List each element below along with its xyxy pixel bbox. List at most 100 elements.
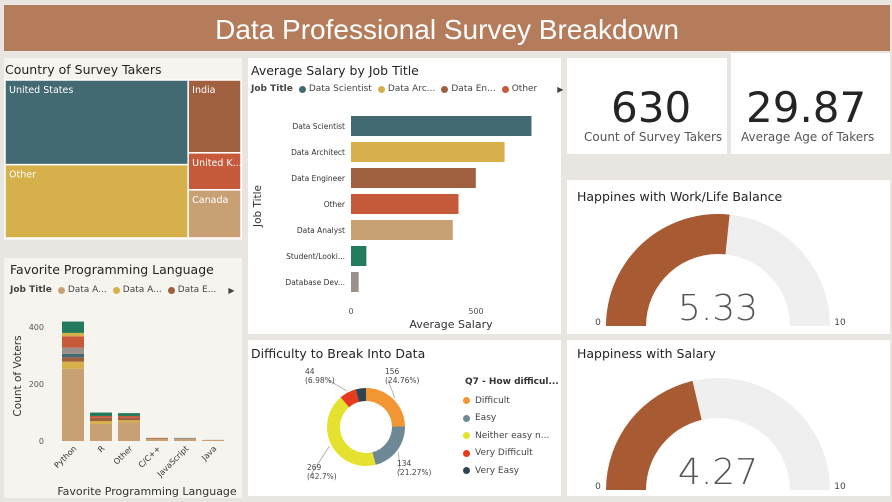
lang-bar-segment	[118, 415, 140, 418]
salary-tick: 500	[468, 307, 483, 316]
donut-leader-line	[309, 445, 330, 477]
salary-legend-field: Job Title	[251, 84, 293, 94]
lang-bar-segment	[62, 332, 84, 337]
salary-card: Average Salary by Job Title Job Title Da…	[248, 58, 563, 334]
donut-card: Difficulty to Break Into Data 156 (24.76%…	[248, 340, 561, 496]
treemap-tile-label: United K...	[192, 158, 242, 169]
lang-bar-segment	[118, 420, 140, 423]
legend-dot-icon	[463, 449, 470, 457]
salary-ylabel: Job Title	[252, 185, 264, 228]
salary-bar	[351, 246, 367, 266]
salary-title: Average Salary by Job Title	[251, 63, 419, 78]
treemap-tile-label: Canada	[192, 195, 228, 206]
legend-dot-icon	[57, 286, 65, 294]
salary-bar	[351, 142, 505, 162]
lang-bar-segment	[90, 415, 112, 418]
lang-xlabel: Favorite Programming Language	[57, 485, 237, 498]
salary-chart: Data Scientist Data Architect Data Enginee…	[252, 116, 532, 331]
salary-tick: 0	[348, 307, 353, 316]
donut-data-label: (21.27%)	[397, 468, 432, 477]
kpi-age-value: 29.87	[746, 83, 867, 132]
donut-legend-label: Difficult	[475, 395, 510, 406]
lang-bar-segment	[62, 368, 84, 441]
donut-legend: Difficult Easy Neither easy n... Very Diffi…	[463, 392, 549, 480]
donut-leader-line	[387, 379, 396, 398]
lang-bar-segment	[118, 413, 140, 416]
lang-bar-segment	[62, 321, 84, 333]
treemap-tile-label: India	[192, 85, 215, 96]
lang-xtick: Other	[112, 444, 135, 467]
lang-bar-segment	[118, 422, 140, 441]
legend-dot-icon	[298, 85, 306, 93]
kpi-survey-takers: 630 Count of Survey Takers	[567, 58, 727, 154]
lang-bar-segment	[62, 357, 84, 362]
donut-data-label: 156	[385, 367, 400, 376]
legend-dot-icon	[441, 85, 449, 93]
lang-bar-segment	[90, 417, 112, 422]
donut-chart: 156(24.76%) 134(21.27%) 269(42.7%) 44(6.98%…	[305, 367, 432, 481]
lang-legend-field: Job Title	[10, 285, 52, 295]
gauge-worklife-card: Happines with Work/Life Balance 5.33 0 10	[567, 180, 890, 334]
legend-dot-icon	[463, 397, 470, 405]
lang-xtick: C/C++	[137, 444, 163, 470]
donut-legend-label: Very Difficult	[475, 448, 533, 459]
lang-legend-item[interactable]: Data A...	[122, 285, 162, 295]
lang-bar-segment	[174, 439, 196, 441]
salary-bar-label: Database Dev...	[285, 278, 345, 287]
donut-slice	[355, 388, 366, 402]
salary-legend: Job Title Data Scientist Data Arc... Dat…	[251, 84, 563, 94]
page-title: Data Professional Survey Breakdown	[215, 14, 679, 45]
lang-bar-segment	[202, 439, 224, 441]
gauge-salary: 4.27 0 10	[595, 378, 846, 493]
donut-data-label: 134	[397, 459, 412, 468]
lang-legend-item[interactable]: Data A...	[67, 285, 107, 295]
salary-legend-item[interactable]: Other	[511, 84, 538, 94]
salary-bar	[351, 116, 532, 136]
salary-legend-item[interactable]: Data En...	[451, 84, 496, 94]
donut-legend-item[interactable]: Neither easy n...	[463, 427, 549, 445]
lang-bar-segment	[118, 417, 140, 421]
salary-bar-label: Data Scientist	[293, 122, 346, 131]
donut-title: Difficulty to Break Into Data	[251, 346, 426, 361]
treemap-tile	[187, 189, 242, 239]
gauge-max-label: 10	[834, 482, 846, 492]
lang-legend-item[interactable]: Data E...	[177, 285, 217, 295]
legend-dot-icon	[112, 286, 120, 294]
kpi-age-label: Average Age of Takers	[741, 130, 875, 144]
donut-slice	[327, 397, 376, 466]
legend-next-icon[interactable]: ▶	[228, 285, 235, 295]
treemap-chart: United States Other India United K... Canada	[4, 79, 242, 239]
donut-legend-item[interactable]: Difficult	[463, 392, 549, 410]
treemap-tile	[187, 79, 242, 154]
legend-dot-icon	[167, 286, 175, 294]
donut-legend-label: Very Easy	[475, 465, 520, 476]
lang-bar-segment	[62, 347, 84, 354]
salary-legend-item[interactable]: Data Arc...	[387, 84, 436, 94]
treemap-tile	[4, 163, 189, 239]
lang-bar-segment	[146, 438, 168, 441]
lang-bar-segment	[62, 361, 84, 369]
lang-ytick: 400	[29, 323, 44, 332]
donut-slice	[372, 426, 405, 465]
salary-bar	[351, 220, 453, 240]
salary-xlabel: Average Salary	[409, 318, 493, 331]
donut-legend-item[interactable]: Very Easy	[463, 462, 549, 480]
salary-bar-label: Data Analyst	[297, 226, 345, 235]
legend-dot-icon	[501, 85, 509, 93]
lang-ytick: 0	[39, 437, 44, 446]
donut-data-label: (24.76%)	[385, 376, 420, 385]
donut-leader-line	[327, 379, 347, 392]
salary-legend-item[interactable]: Data Scientist	[308, 84, 372, 94]
legend-dot-icon	[463, 414, 470, 422]
gauge-value: 4.27	[678, 452, 758, 493]
donut-legend-label: Easy	[475, 413, 497, 424]
donut-data-label: (42.7%)	[307, 472, 337, 481]
salary-bar	[351, 272, 359, 292]
lang-xtick: Python	[52, 444, 78, 470]
kpi-avg-age: 29.87 Average Age of Takers	[731, 53, 890, 154]
donut-legend-item[interactable]: Easy	[463, 410, 549, 428]
legend-next-icon[interactable]: ▶	[557, 84, 564, 94]
donut-data-label: 44	[305, 367, 315, 376]
donut-legend-item[interactable]: Very Difficult	[463, 445, 549, 463]
